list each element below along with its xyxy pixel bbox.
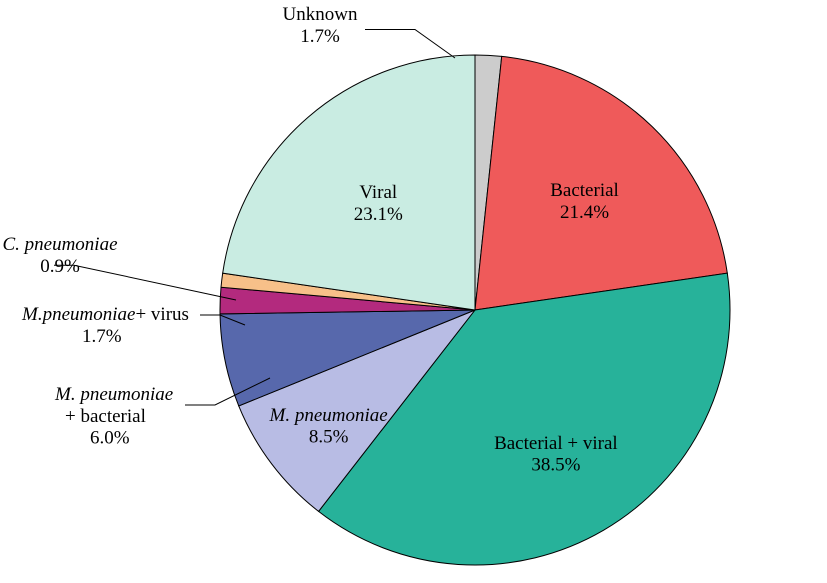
slice-viral xyxy=(223,55,475,310)
pie-chart: Bacterial21.4%Bacterial + viral38.5%M. p… xyxy=(0,0,827,583)
label-viral: Viral23.1% xyxy=(354,182,403,225)
ext-label-mpneuvir: M.pneumoniae+ virus1.7% xyxy=(21,304,189,347)
leader-unknown xyxy=(365,30,455,59)
ext-label-mpneubact: M. pneumoniae+ bacterial6.0% xyxy=(54,384,173,449)
leader-cpneu xyxy=(54,265,236,300)
ext-label-unknown: Unknown1.7% xyxy=(283,4,358,47)
label-bacterial: Bacterial21.4% xyxy=(550,180,619,223)
